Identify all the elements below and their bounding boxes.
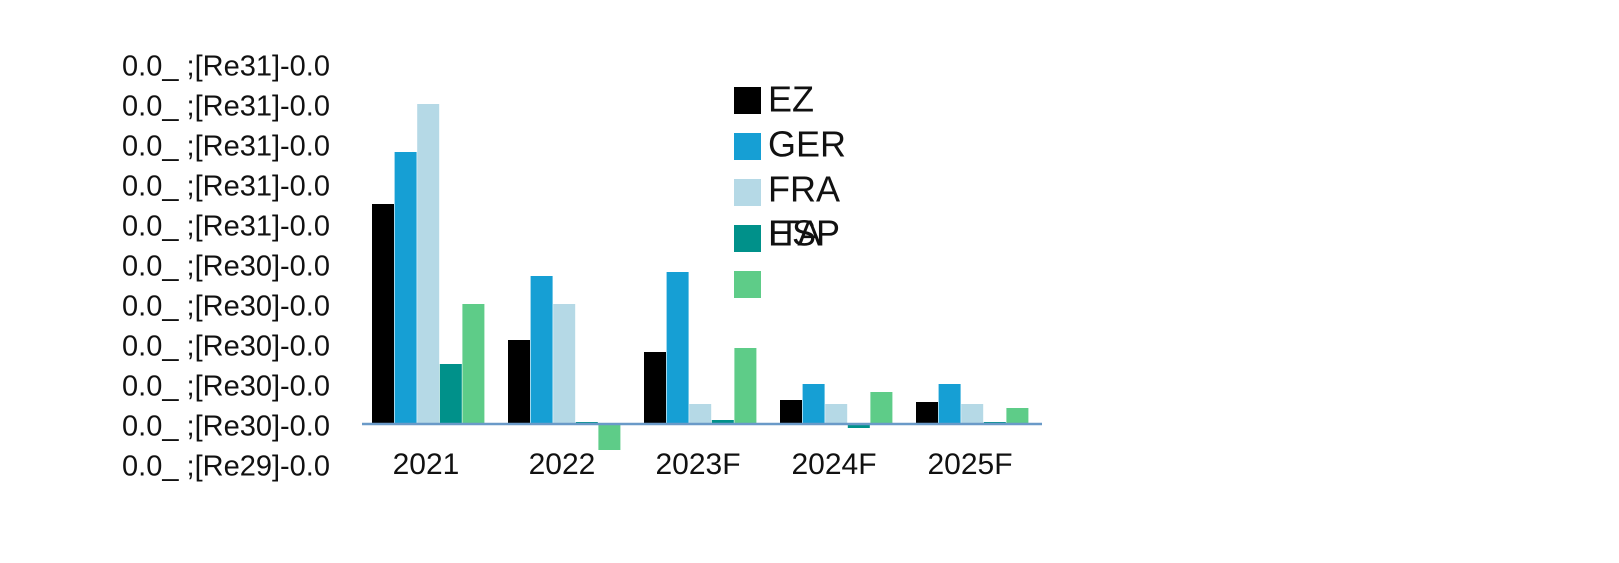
bar-esp-2022 [598,424,621,450]
bar-fra-2025f [961,404,984,424]
bar-ez-2022 [508,340,530,424]
y-tick-label: 0.0_ ;[Re30]-0.0 [122,371,330,403]
bar-esp-2025f [1006,408,1029,424]
legend-swatch-fra [734,179,761,206]
y-tick-label: 0.0_ ;[Re31]-0.0 [122,51,330,83]
legend-swatch-ger [734,133,761,160]
bar-fra-2023f [689,404,712,424]
y-tick-label: 0.0_ ;[Re31]-0.0 [122,131,330,163]
x-axis-category-labels: 2021 2022 2023F 2024F 2025F [393,448,1013,481]
bar-ez-2024f [780,400,802,424]
y-tick-label: 0.0_ ;[Re30]-0.0 [122,331,330,363]
legend-label-ita: ITA [768,213,821,254]
bar-ger-2024f [802,384,825,424]
x-tick-label: 2023F [655,448,740,481]
bar-ger-2025f [938,384,961,424]
bar-ez-2025f [916,402,938,424]
legend-swatch-ez [734,87,761,114]
bar-fra-2021 [417,104,440,424]
bar-ez-2021 [372,204,394,424]
legend-swatch-esp [734,271,761,298]
y-tick-label: 0.0_ ;[Re30]-0.0 [122,251,330,283]
bar-ez-2023f [644,352,666,424]
legend-label-fra: FRA [768,169,840,210]
legend-label-ez: EZ [768,79,814,120]
y-tick-label: 0.0_ ;[Re31]-0.0 [122,171,330,203]
bar-ger-2022 [530,276,553,424]
bar-ita-2023f [711,420,734,424]
legend-swatch-ita [734,225,761,252]
bar-esp-2023f [734,348,757,424]
y-tick-label: 0.0_ ;[Re30]-0.0 [122,411,330,443]
bar-fra-2022 [553,304,576,424]
bar-esp-2021 [462,304,485,424]
y-tick-label: 0.0_ ;[Re30]-0.0 [122,291,330,323]
x-tick-label: 2025F [927,448,1012,481]
legend-label-esp: ESP [768,213,840,254]
bar-ita-2021 [439,364,462,424]
x-tick-label: 2021 [393,448,460,481]
bar-group [372,104,1029,450]
legend-label-ger: GER [768,124,846,165]
x-tick-label: 2022 [529,448,596,481]
bar-fra-2024f [825,404,848,424]
y-axis-tick-labels: 0.0_ ;[Re31]-0.0 0.0_ ;[Re31]-0.0 0.0_ ;[R… [122,51,330,483]
y-tick-label: 0.0_ ;[Re29]-0.0 [122,451,330,483]
x-tick-label: 2024F [791,448,876,481]
bar-ita-2024f [847,424,870,428]
bar-ger-2023f [666,272,689,424]
y-tick-label: 0.0_ ;[Re31]-0.0 [122,211,330,243]
bar-ger-2021 [394,152,417,424]
bar-esp-2024f [870,392,893,424]
y-tick-label: 0.0_ ;[Re31]-0.0 [122,91,330,123]
